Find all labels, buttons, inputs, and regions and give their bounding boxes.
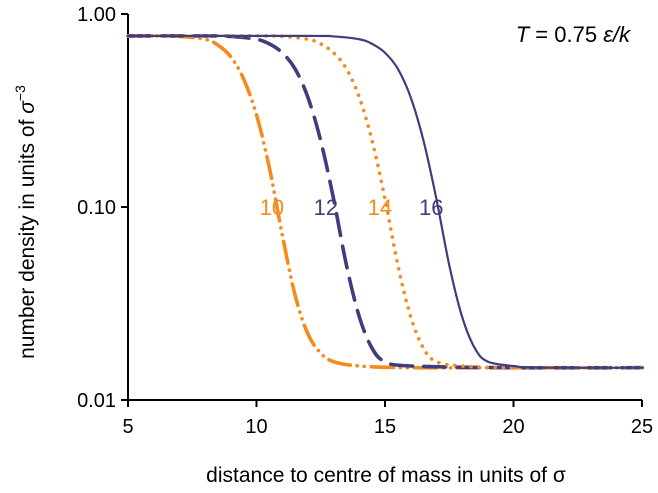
y-tick-label: 0.01 (77, 390, 116, 412)
x-tick-label: 15 (374, 416, 396, 438)
y-axis-title-sigma: σ (16, 100, 39, 114)
series-line-10 (126, 34, 644, 370)
y-axis-title-text: number density in units of (16, 114, 39, 359)
curve-label-14: 14 (368, 195, 392, 220)
x-tick-label: 10 (245, 416, 267, 438)
curve-label-10: 10 (260, 195, 284, 220)
epsilon-symbol: ε (603, 22, 613, 47)
temperature-annotation: T = 0.75 ε/k (516, 22, 631, 47)
curve-label-16: 16 (419, 195, 443, 220)
x-tick-label: 20 (502, 416, 524, 438)
series-line-12 (126, 34, 644, 370)
y-axis-title-exponent: −3 (12, 85, 28, 101)
x-axis-title: distance to centre of mass in units of σ (206, 464, 566, 487)
series-line-14 (126, 34, 644, 370)
boltzmann-k: /k (611, 22, 631, 47)
curve-label-12: 12 (314, 195, 338, 220)
temperature-value: = 0.75 (529, 22, 603, 47)
y-axis-title: number density in units of σ−3 (12, 85, 39, 359)
temperature-symbol: T (516, 22, 531, 47)
series-line-16 (126, 34, 644, 369)
x-tick-label: 25 (631, 416, 653, 438)
y-tick-label: 0.10 (77, 197, 116, 219)
x-tick-label: 5 (122, 416, 133, 438)
y-tick-label: 1.00 (77, 4, 116, 26)
